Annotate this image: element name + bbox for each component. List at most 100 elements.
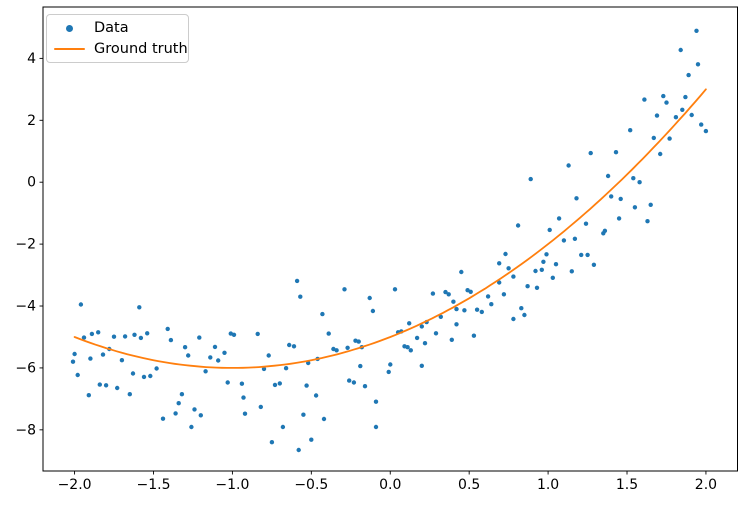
x-tick-label: −0.5 — [294, 477, 328, 493]
scatter-point — [511, 316, 516, 322]
scatter-point — [515, 223, 521, 228]
scatter-point — [648, 202, 653, 207]
scatter-point — [474, 307, 480, 312]
scatter-point — [556, 216, 562, 221]
scatter-point — [208, 355, 213, 360]
scatter-point — [192, 407, 197, 412]
scatter-point — [637, 180, 642, 185]
scatter-point — [703, 128, 709, 134]
scatter-point — [642, 97, 647, 102]
scatter-point — [664, 100, 669, 105]
scatter-point — [585, 252, 590, 258]
scatter-point — [658, 151, 663, 157]
legend: Data Ground truth — [46, 14, 189, 63]
scatter-point — [695, 62, 701, 67]
scatter-point — [111, 334, 117, 339]
scatter-point — [280, 424, 286, 430]
scatter-point — [430, 291, 436, 296]
scatter-point — [680, 107, 685, 113]
scatter-point — [591, 262, 597, 267]
y-tick-label: 0 — [27, 175, 36, 191]
scatter-point — [459, 269, 464, 275]
scatter-point — [613, 150, 619, 155]
scatter-point — [454, 306, 459, 312]
scatter-point — [96, 330, 101, 335]
scatter-point — [386, 369, 391, 375]
x-tick-label: 0.5 — [458, 477, 480, 493]
scatter-point — [261, 366, 267, 372]
scatter-point — [72, 351, 77, 357]
scatter-point — [141, 374, 147, 380]
scatter-point — [501, 292, 507, 297]
scatter-point — [388, 362, 393, 367]
axes-spines — [42, 6, 738, 472]
scatter-point — [485, 294, 491, 299]
scatter-point — [533, 268, 538, 274]
scatter-point — [173, 411, 178, 416]
scatter-point — [78, 302, 84, 307]
scatter-point — [255, 331, 260, 337]
scatter-point — [189, 424, 194, 430]
scatter-point — [673, 115, 679, 120]
scatter-point — [89, 331, 95, 337]
y-tick-label: −4 — [15, 299, 36, 315]
scatter-point — [103, 383, 109, 388]
scatter-point — [242, 411, 248, 416]
x-tick-label: −2.0 — [58, 477, 92, 493]
scatter-point — [433, 331, 439, 336]
scatter-point — [408, 348, 413, 353]
scatter-point — [138, 335, 144, 341]
scatter-point — [497, 280, 502, 285]
scatter-point — [468, 289, 473, 294]
scatter-point — [81, 335, 87, 340]
scatter-point — [345, 345, 350, 350]
scatter-point — [561, 238, 567, 243]
scatter-point — [182, 345, 188, 350]
scatter-point — [222, 350, 227, 355]
legend-item-ground-truth: Ground truth — [47, 39, 188, 59]
scatter-point — [370, 308, 376, 314]
scatter-point — [489, 302, 494, 307]
scatter-point — [479, 309, 484, 315]
scatter-point — [605, 173, 611, 179]
scatter-point — [574, 196, 579, 201]
scatter-point — [373, 399, 379, 404]
scatter-point — [356, 339, 361, 344]
scatter-point — [419, 324, 424, 329]
scatter-point — [497, 261, 502, 266]
y-tick-label: 2 — [27, 113, 36, 129]
scatter-point — [661, 93, 666, 99]
scatter-point — [451, 299, 456, 304]
scatter-point — [534, 285, 540, 290]
scatter-point — [88, 356, 93, 361]
scatter-point — [654, 113, 660, 118]
scatter-point — [503, 251, 508, 257]
scatter-point — [443, 289, 448, 295]
scatter-point — [694, 28, 699, 33]
scatter-point — [231, 332, 237, 337]
y-tick-label: −6 — [15, 360, 36, 376]
scatter-point — [287, 342, 292, 348]
scatter-point — [342, 287, 347, 292]
legend-item-data: Data — [47, 18, 188, 38]
scatter-point — [203, 369, 208, 374]
scatter-point — [667, 136, 672, 141]
scatter-point — [132, 332, 137, 337]
scatter-point — [137, 305, 142, 310]
scatter-point — [266, 353, 271, 358]
scatter-point — [296, 447, 301, 453]
scatter-point — [550, 275, 555, 280]
scatter-point — [127, 392, 132, 397]
scatter-point — [631, 176, 636, 181]
scatter-point — [528, 176, 533, 182]
scatter-point — [632, 205, 638, 210]
scatter-point — [699, 122, 704, 127]
y-tick-label: −2 — [15, 237, 36, 253]
scatter-point — [239, 381, 245, 386]
scatter-point — [566, 163, 571, 168]
scatter-point — [320, 311, 325, 317]
scatter-point — [86, 393, 92, 398]
scatter-point — [334, 348, 339, 353]
scatter-point — [419, 363, 424, 368]
